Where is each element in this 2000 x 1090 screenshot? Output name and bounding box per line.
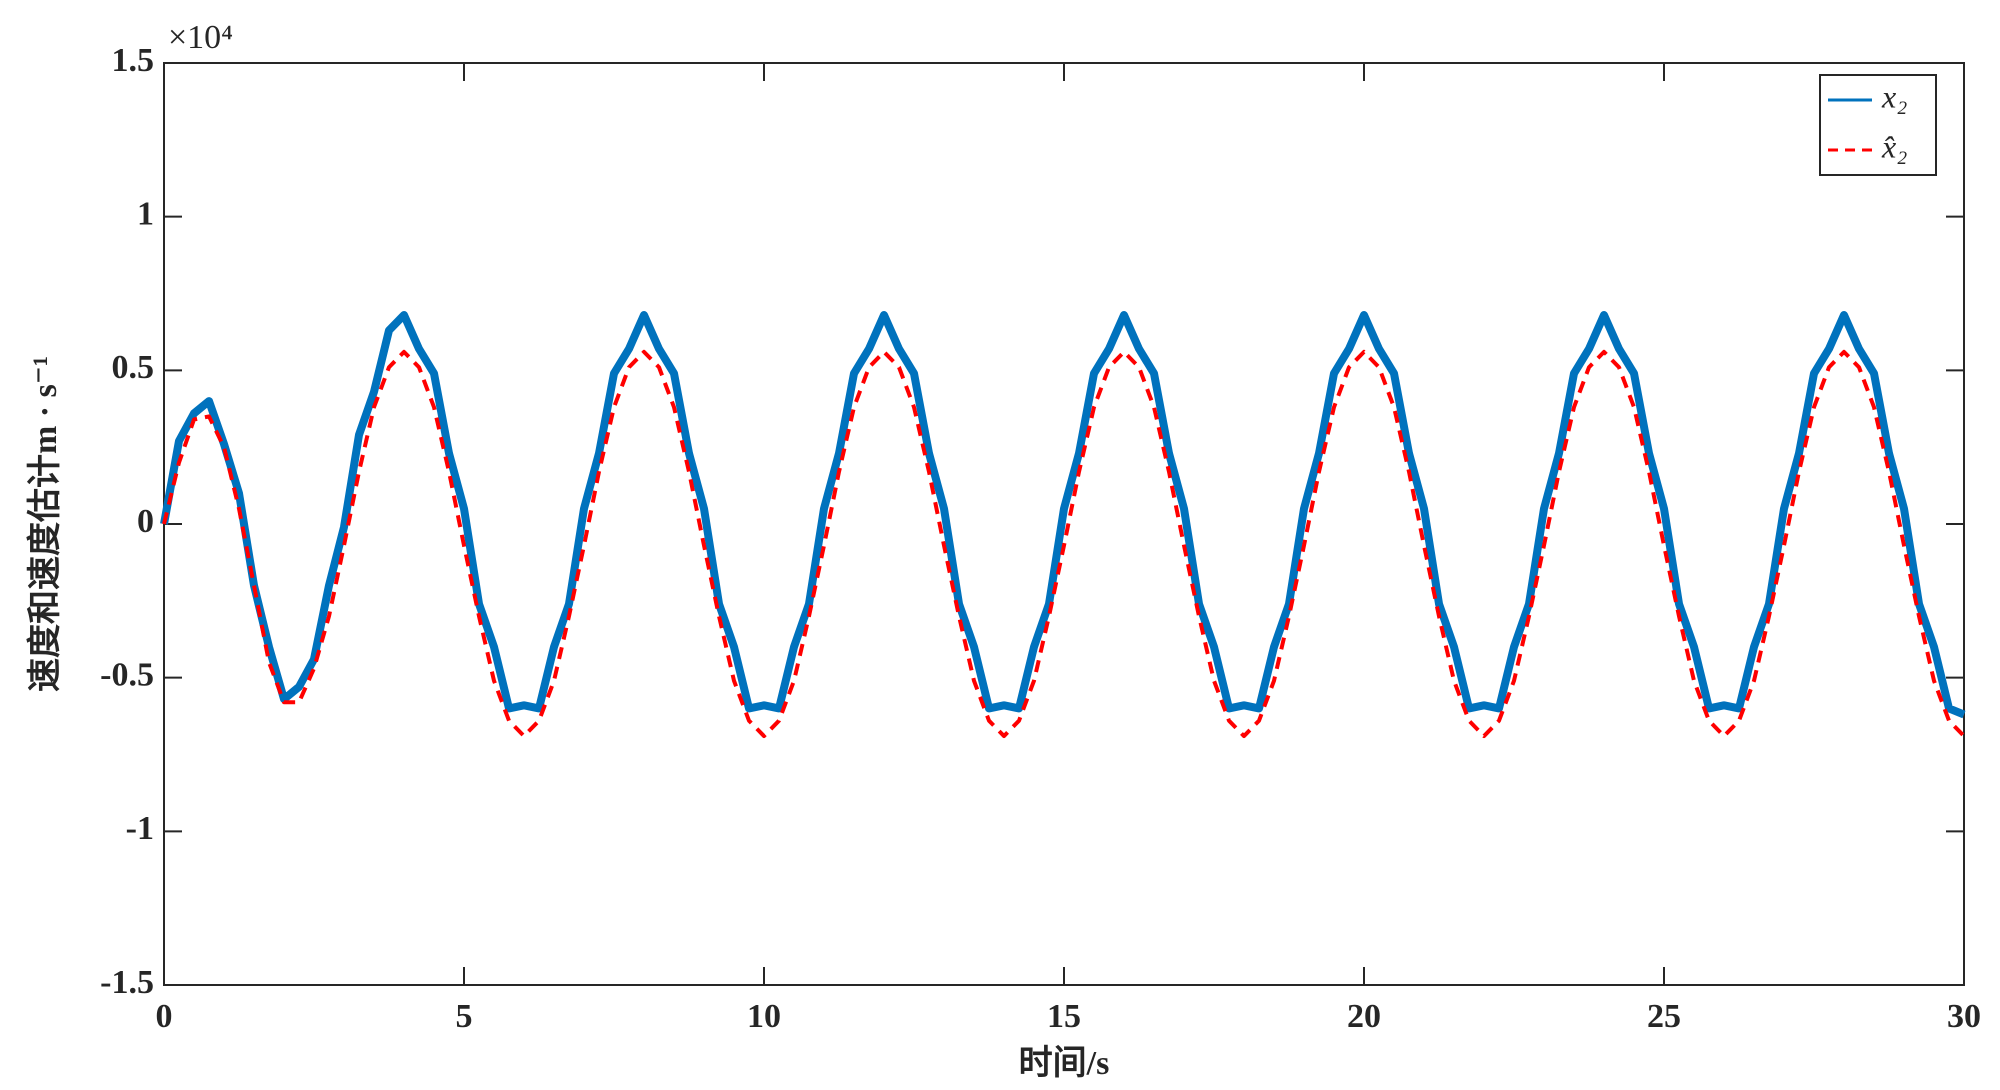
legend-label: x̂₂ [1881, 128, 1907, 164]
x-tick-label: 25 [1647, 998, 1681, 1035]
line-series [160, 311, 1966, 719]
y-tick-label: 1 [137, 195, 154, 232]
x-tick-label: 20 [1347, 998, 1381, 1035]
y-tick-label: 1.5 [112, 42, 155, 79]
x-tick-label: 5 [456, 998, 473, 1035]
x-axis-label: 时间/s [1019, 1044, 1110, 1082]
y-tick-label: -0.5 [100, 656, 154, 693]
x-tick-label: 10 [747, 998, 781, 1035]
y-tick-label: -1 [126, 810, 154, 847]
legend: x₂ x̂₂ [1819, 74, 1937, 176]
x-tick-label: 15 [1047, 998, 1081, 1035]
y-tick-label: -1.5 [100, 964, 154, 1001]
y-multiplier: ×10⁴ [168, 19, 233, 56]
legend-label: x₂ [1881, 78, 1907, 114]
legend-box [1819, 74, 1937, 176]
y-axis-label: 速度和速度估计m · s⁻¹ [26, 356, 64, 692]
x-tick-label: 30 [1947, 998, 1981, 1035]
y-tick-label: 0 [137, 503, 154, 540]
line-series [162, 349, 1966, 739]
x-tick-label: 0 [156, 998, 173, 1035]
y-tick-label: 0.5 [112, 349, 155, 386]
